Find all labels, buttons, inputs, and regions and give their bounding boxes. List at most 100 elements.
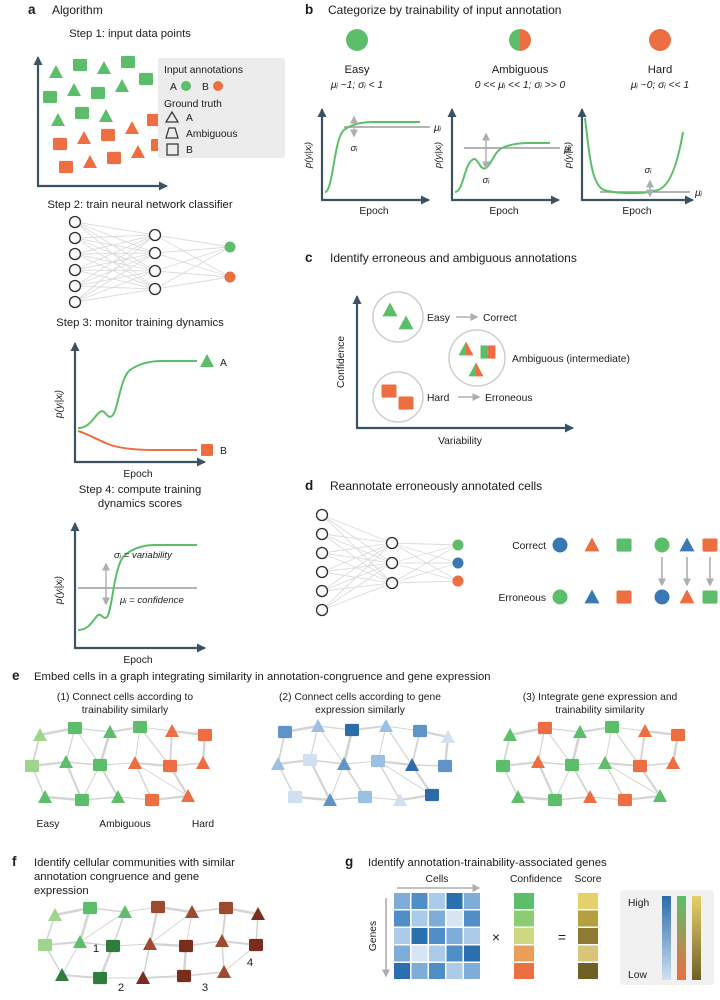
- heatmap-cell: [411, 893, 428, 909]
- integrated-graph: [496, 720, 685, 807]
- heatmap-cell: [464, 928, 480, 944]
- heatmap-cell: [394, 945, 410, 962]
- cell-shape: [68, 721, 82, 735]
- nn-edge: [74, 234, 156, 239]
- panel-g: g Identify annotation-trainability-assoc…: [345, 854, 714, 985]
- cell-shape: [552, 537, 568, 553]
- step4-title-line1: Step 4: compute training: [79, 484, 201, 496]
- step4-curve: [77, 544, 197, 631]
- step3-a-marker: [200, 354, 214, 367]
- nn-edge: [321, 582, 393, 611]
- nn-edge: [74, 269, 156, 272]
- panel-e-label: e: [12, 668, 20, 683]
- confidence-label: Confidence: [510, 874, 562, 885]
- heatmap-cell: [394, 928, 410, 944]
- gt-ambiguous-icon: [165, 127, 179, 139]
- panel-g-label: g: [345, 854, 353, 869]
- cell-shape: [77, 131, 91, 144]
- graph-edge: [377, 760, 401, 801]
- panel-d: d Reannotate erroneously annotated cells…: [305, 478, 718, 617]
- graph-edge: [377, 760, 433, 796]
- cell-shape: [458, 341, 466, 356]
- cell-shape: [345, 723, 359, 737]
- e-easy-label: Easy: [37, 819, 61, 830]
- nn-edge: [321, 571, 393, 584]
- cell-shape: [548, 793, 562, 807]
- nn-node: [385, 556, 399, 570]
- confidence-column: [514, 893, 534, 979]
- cell-shape: [217, 965, 231, 978]
- nn-node: [68, 279, 82, 293]
- hard-mu-label: μᵢ: [694, 188, 703, 199]
- cell-shape: [531, 755, 545, 768]
- cluster-circle: [372, 291, 424, 343]
- heatmap-cell: [446, 893, 463, 909]
- legend-gt-b: B: [186, 145, 193, 156]
- graph-edge: [79, 911, 126, 943]
- cell-shape: [511, 790, 525, 803]
- cell-shape: [179, 939, 193, 953]
- nn-edge: [321, 542, 393, 611]
- cell-shape: [618, 793, 632, 807]
- cell-shape: [381, 384, 397, 398]
- e1-caption-line1: (1) Connect cells according to: [57, 692, 193, 703]
- graph-edge: [74, 727, 101, 766]
- score-colorbar: [692, 896, 701, 980]
- confidence-cell: [514, 963, 534, 979]
- ambiguous-xlabel: Epoch: [489, 206, 518, 217]
- hard-formula: μᵢ ~0; σᵢ << 1: [630, 80, 689, 91]
- cell-shape: [147, 113, 161, 127]
- graph-edge: [317, 725, 345, 765]
- nn-edge: [154, 276, 231, 290]
- gt-square-icon: [166, 143, 179, 156]
- step3-curve-a: [77, 360, 197, 429]
- cell-shape: [38, 790, 52, 803]
- cell-shape: [59, 755, 73, 768]
- cell-shape: [503, 728, 517, 741]
- nn-edge: [74, 252, 156, 271]
- graph-edge: [308, 758, 332, 802]
- cell-shape: [215, 934, 229, 947]
- step1-scatter: [43, 55, 165, 174]
- legend-gt-a: A: [186, 113, 193, 124]
- step4-mu-label: μᵢ = confidence: [119, 595, 184, 606]
- confidence-cell: [514, 910, 534, 927]
- c-hard-label: Hard: [427, 393, 450, 404]
- genes-label: Genes: [368, 921, 379, 951]
- hard-cell-icon: [649, 29, 671, 51]
- graph-edge: [134, 762, 153, 801]
- cell-shape: [55, 968, 69, 981]
- nn-edge: [74, 237, 156, 290]
- hard-curve: [584, 117, 684, 194]
- nn-edge: [74, 221, 156, 236]
- cell-shape: [476, 362, 484, 377]
- graph-edge: [139, 726, 171, 767]
- heatmap-cell: [429, 910, 445, 927]
- nn-node: [68, 215, 82, 229]
- legend-input-annotations: Input annotations: [164, 65, 243, 76]
- community-number: 2: [118, 982, 124, 994]
- cell-shape: [185, 905, 199, 918]
- panel-c-label: c: [305, 250, 313, 265]
- easy-cell-icon: [346, 29, 368, 51]
- cell-shape: [131, 145, 145, 158]
- cell-shape: [75, 106, 89, 120]
- easy-name: Easy: [344, 64, 369, 76]
- cell-shape: [398, 396, 414, 410]
- cell-shape: [488, 345, 496, 359]
- confidence-cell: [514, 945, 534, 962]
- heatmap-cell: [464, 910, 480, 927]
- cell-shape: [679, 589, 695, 604]
- e2-caption-line2: expression similarly: [315, 705, 406, 716]
- step4-ylabel: p(yᵢ|xᵢ): [54, 576, 65, 605]
- nn-edge: [321, 542, 393, 573]
- cell-shape: [679, 537, 695, 552]
- nn-edge: [74, 234, 156, 287]
- heatmap-cell: [429, 963, 445, 979]
- confidence-colorbar: [677, 896, 686, 980]
- c-xlabel: Variability: [438, 436, 483, 447]
- cell-shape: [702, 538, 718, 552]
- community-graph: 1 2 3 4: [38, 900, 265, 994]
- nn-edge: [321, 533, 393, 584]
